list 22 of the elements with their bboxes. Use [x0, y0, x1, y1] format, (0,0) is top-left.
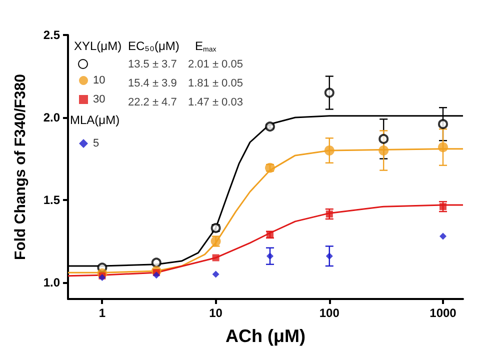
- x-tick-label: 10: [209, 306, 223, 320]
- x-tick-label: 1000: [430, 306, 457, 320]
- y-tick-label: 2.0: [43, 110, 60, 124]
- legend-label: 30: [93, 94, 106, 106]
- y-tick-label: 1.5: [43, 193, 60, 207]
- x-axis-title: ACh (μM): [226, 326, 306, 346]
- annotation: 1.81 ± 0.05: [188, 78, 243, 90]
- annotation: EC₅₀(μM): [128, 39, 180, 53]
- y-tick-label: 1.0: [43, 276, 60, 290]
- legend-label: 5: [93, 138, 100, 150]
- y-tick-label: 2.5: [43, 28, 60, 42]
- annotation: 15.4 ± 3.9: [128, 78, 177, 90]
- x-tick-label: 1: [98, 306, 106, 320]
- annotation: 13.5 ± 3.7: [128, 58, 177, 70]
- legend-label: 10: [93, 74, 106, 86]
- x-tick-label: 100: [319, 306, 340, 320]
- y-axis-title: Fold Changs of F340/F380: [12, 74, 29, 260]
- annotation: 1.47 ± 0.03: [188, 96, 243, 108]
- annotation: XYL(μM): [74, 39, 122, 53]
- annotation: MLA(μM): [70, 113, 120, 127]
- annotation: 22.2 ± 4.7: [128, 96, 177, 108]
- annotation: 2.01 ± 0.05: [188, 58, 243, 70]
